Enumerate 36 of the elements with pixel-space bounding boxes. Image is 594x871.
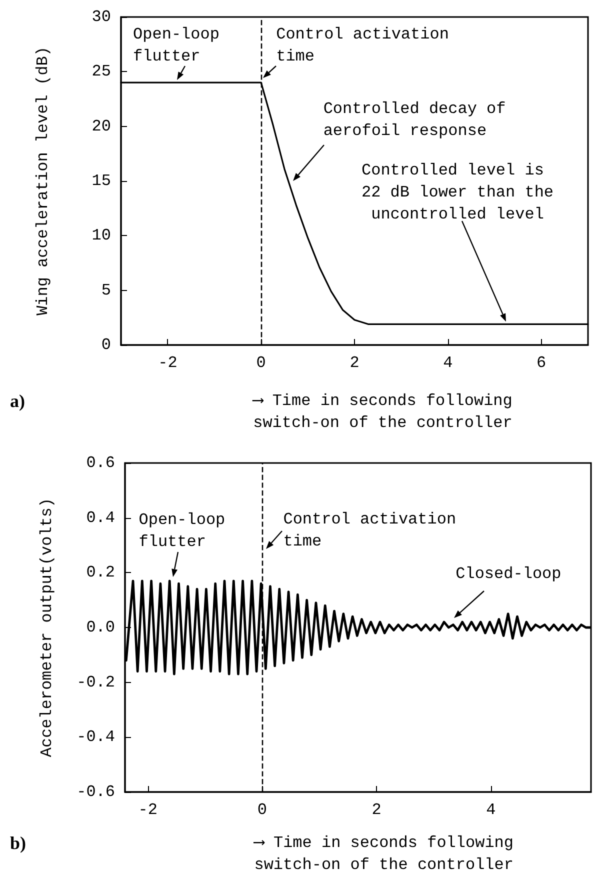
y-tick-label: 20 <box>92 117 111 136</box>
y-tick-label: 25 <box>92 62 111 81</box>
y-tick-label: 5 <box>101 281 111 300</box>
x-tick-label: 2 <box>372 801 382 819</box>
y-tick-label: 10 <box>92 226 111 245</box>
annotation: Open-loop flutter <box>138 510 235 551</box>
x-tick-label: -2 <box>158 354 178 372</box>
annotation: Controlled decay of aerofoil response <box>323 100 516 140</box>
text: b) <box>10 833 26 853</box>
x-tick-label: 4 <box>443 354 453 372</box>
x-tick-label: 0 <box>256 354 266 372</box>
text: a) <box>10 391 25 411</box>
y-tick-label: 15 <box>92 172 111 190</box>
y-tick-label: 0 <box>101 336 111 354</box>
y-axis-title: Wing acceleration level (dB) <box>34 46 52 316</box>
y-tick-label: 30 <box>92 8 111 26</box>
x-tick-label: 0 <box>257 801 268 819</box>
y-tick-label: 0.2 <box>86 564 115 582</box>
y-axis-title: Accelerometer output(volts) <box>38 498 56 758</box>
annotation: Controlled level is 22 dB lower than the uncontrolled level <box>362 162 554 224</box>
y-tick-label: -0.4 <box>76 728 115 746</box>
y-tick-label: -0.6 <box>76 783 115 801</box>
x-tick-label: -2 <box>138 801 158 819</box>
y-tick-label: 0.0 <box>86 618 115 636</box>
x-axis-title: ⟶ Time in seconds following switch-on of the controller <box>253 834 524 871</box>
y-tick-label: -0.2 <box>76 673 115 692</box>
annotation: Control activation time <box>276 26 459 66</box>
y-tick-label: 0.6 <box>86 454 115 472</box>
y-tick-label: 0.4 <box>86 508 115 527</box>
x-tick-label: 4 <box>486 801 496 819</box>
x-tick-label: 2 <box>350 354 360 372</box>
annotation: Open-loop flutter <box>133 26 230 66</box>
x-tick-label: 6 <box>536 354 546 372</box>
annotation: Closed-loop <box>456 564 562 583</box>
x-axis-title: ⟶ Time in seconds following switch-on of the controller <box>252 392 522 432</box>
annotation: Control activation time <box>283 510 466 551</box>
